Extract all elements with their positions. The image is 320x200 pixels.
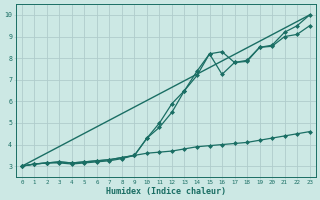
- X-axis label: Humidex (Indice chaleur): Humidex (Indice chaleur): [106, 187, 226, 196]
